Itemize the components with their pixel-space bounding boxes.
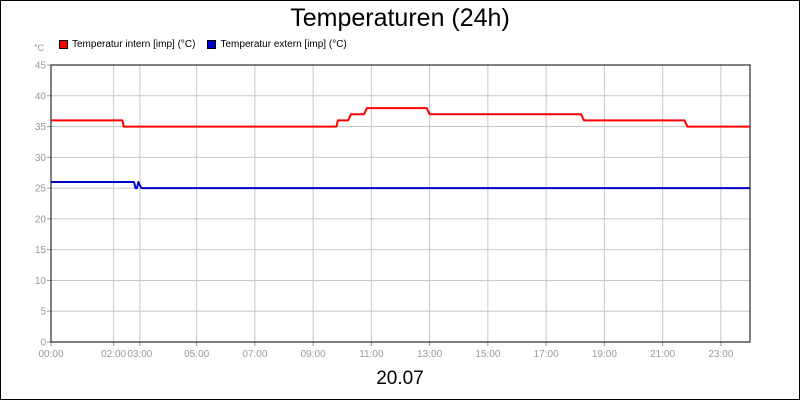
y-tick-label: 15 [35,245,47,256]
x-tick-label: 03:00 [127,349,152,360]
plot-border [50,64,751,343]
y-tick-label: 20 [35,214,47,225]
x-tick-label: 15:00 [475,349,500,360]
legend-label-extern: Temperatur extern [imp] (°C) [220,39,347,50]
y-tick-label: 5 [40,307,46,318]
x-tick-label: 13:00 [417,349,442,360]
chart-title: Temperaturen (24h) [290,4,510,32]
y-tick-label: 40 [35,91,47,102]
legend-item-extern: Temperatur extern [imp] (°C) [207,39,347,50]
x-tick-label: 19:00 [592,349,617,360]
x-tick-label: 21:00 [650,349,675,360]
y-tick-label: 0 [40,338,46,349]
x-tick-label: 09:00 [301,349,326,360]
x-tick-label: 02:00 [101,349,126,360]
date-label: 20.07 [376,368,424,389]
x-tick-label: 07:00 [242,349,267,360]
legend-item-intern: Temperatur intern [imp] (°C) [59,39,195,50]
x-tick-label: 11:00 [359,349,384,360]
y-tick-label: 35 [35,122,47,133]
x-tick-label: 00:00 [38,349,63,360]
x-tick-label: 17:00 [534,349,559,360]
legend-label-intern: Temperatur intern [imp] (°C) [72,39,196,50]
x-tick-label: 23:00 [708,349,733,360]
legend-swatch-extern [207,40,217,49]
series-line-extern [51,181,750,190]
y-axis-unit: °C [34,43,45,53]
y-tick-label: 45 [35,61,47,72]
legend: Temperatur intern [imp] (°C) Temperatur … [59,39,359,50]
y-tick-label: 25 [35,184,47,195]
x-tick-label: 05:00 [184,349,209,360]
legend-swatch-intern [59,40,68,49]
series-line-intern [51,107,750,128]
y-tick-label: 30 [35,153,47,164]
y-tick-label: 10 [35,276,47,287]
